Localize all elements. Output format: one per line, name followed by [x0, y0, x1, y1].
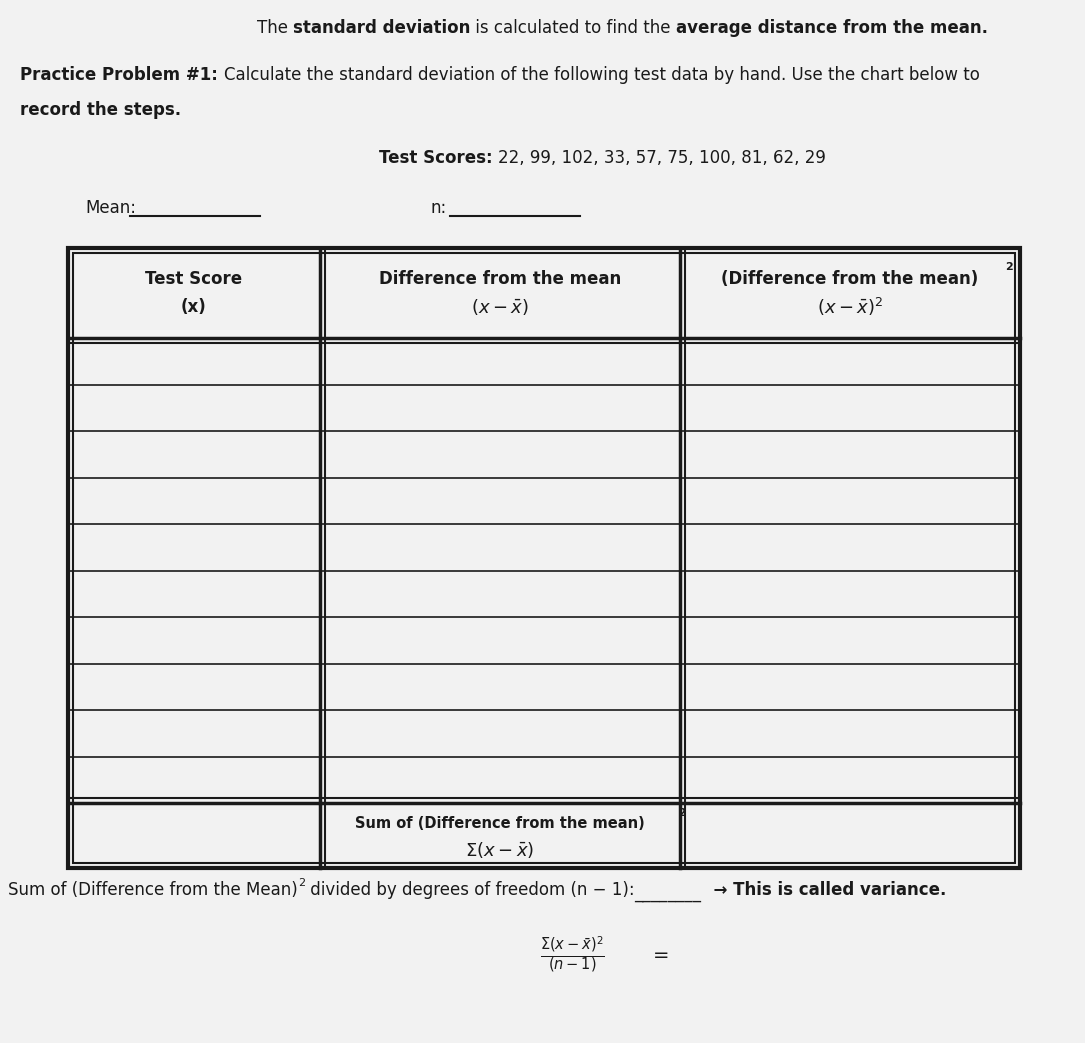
- Text: (Difference from the mean): (Difference from the mean): [722, 270, 979, 288]
- Text: 2: 2: [1005, 262, 1012, 272]
- Text: 2: 2: [678, 808, 686, 819]
- Text: standard deviation: standard deviation: [293, 19, 471, 37]
- Text: Mean:: Mean:: [85, 199, 136, 217]
- Text: Sum of (Difference from the Mean): Sum of (Difference from the Mean): [8, 881, 297, 899]
- Text: $\Sigma(x-\bar{x})$: $\Sigma(x-\bar{x})$: [465, 840, 535, 859]
- Text: $\frac{\Sigma(x-\bar{x})^2}{(n-1)}$: $\frac{\Sigma(x-\bar{x})^2}{(n-1)}$: [540, 935, 605, 975]
- Text: Test Score: Test Score: [145, 270, 243, 288]
- Bar: [68, 248, 1020, 868]
- Text: ________: ________: [635, 884, 702, 902]
- Text: divided by degrees of freedom (n − 1):: divided by degrees of freedom (n − 1):: [305, 881, 635, 899]
- Text: record the steps.: record the steps.: [20, 101, 181, 119]
- Text: Calculate the standard deviation of the following test data by hand. Use the cha: Calculate the standard deviation of the …: [224, 66, 980, 84]
- Text: (x): (x): [181, 298, 207, 316]
- Text: $(x-\bar{x})$: $(x-\bar{x})$: [471, 297, 529, 317]
- Text: n:: n:: [430, 199, 446, 217]
- Text: The: The: [257, 19, 293, 37]
- Text: Test Scores:: Test Scores:: [379, 149, 498, 167]
- Text: 22, 99, 102, 33, 57, 75, 100, 81, 62, 29: 22, 99, 102, 33, 57, 75, 100, 81, 62, 29: [498, 149, 826, 167]
- Text: 2: 2: [297, 878, 305, 888]
- Text: $(x-\bar{x})^2$: $(x-\bar{x})^2$: [817, 296, 883, 318]
- Text: Difference from the mean: Difference from the mean: [379, 270, 621, 288]
- Text: average distance from the mean.: average distance from the mean.: [676, 19, 988, 37]
- Text: → This is called variance.: → This is called variance.: [702, 881, 946, 899]
- Text: Practice Problem #1:: Practice Problem #1:: [20, 66, 224, 84]
- Text: =: =: [652, 946, 669, 965]
- Bar: [73, 253, 1014, 863]
- Text: is calculated to find the: is calculated to find the: [471, 19, 676, 37]
- Text: Sum of (Difference from the mean): Sum of (Difference from the mean): [355, 816, 644, 831]
